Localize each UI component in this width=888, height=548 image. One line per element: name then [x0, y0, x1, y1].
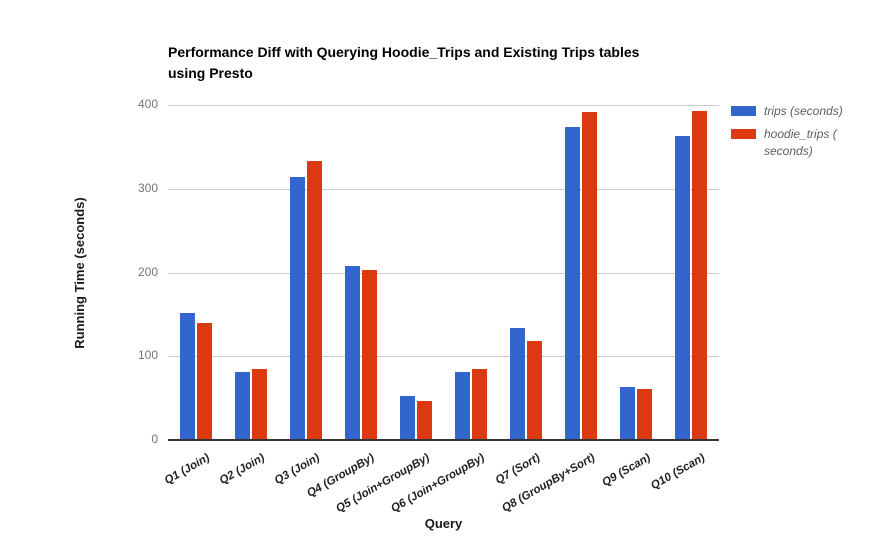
x-tick-label: Q5 (Join+GroupBy)	[334, 451, 432, 516]
bar-hoodie-trips	[361, 269, 377, 439]
chart-title: Performance Diff with Querying Hoodie_Tr…	[168, 42, 639, 84]
y-axis-title: Running Time (seconds)	[72, 197, 87, 349]
bar-hoodie-trips	[196, 323, 212, 439]
plot-area	[168, 105, 719, 441]
x-tick-label: Q10 (Scan)	[649, 451, 708, 493]
legend-swatch	[731, 106, 756, 116]
legend-item: hoodie_trips ( seconds)	[731, 126, 881, 160]
legend: trips (seconds) hoodie_trips ( seconds)	[731, 103, 881, 160]
bar-trips	[179, 313, 195, 439]
x-tick-label: Q9 (Scan)	[599, 451, 653, 490]
bar-trips	[455, 372, 471, 439]
bar-trips	[565, 127, 581, 439]
bar-trips	[234, 372, 250, 439]
x-tick-label: Q2 (Join)	[217, 451, 267, 488]
x-axis-line	[168, 439, 719, 441]
y-tick-label: 100	[137, 348, 158, 363]
chart-title-line1: Performance Diff with Querying Hoodie_Tr…	[168, 44, 640, 60]
legend-label: trips (seconds)	[764, 104, 843, 118]
y-tick-label: 400	[137, 97, 158, 111]
y-tick-label: 300	[137, 180, 158, 195]
legend-swatch	[731, 129, 756, 139]
bar-trips	[675, 135, 691, 439]
bar-hoodie-trips	[251, 368, 267, 439]
x-tick-label: Q6 (Join+GroupBy)	[389, 451, 488, 516]
bar-hoodie-trips	[306, 160, 322, 439]
bar-trips	[510, 328, 526, 439]
x-tick-label: Q8 (GroupBy+Sort)	[500, 451, 598, 515]
y-tick-label: 200	[137, 264, 158, 279]
chart-title-line2: using Presto	[168, 65, 253, 81]
x-tick-label: Q3 (Join)	[272, 451, 322, 488]
bar-trips	[289, 176, 305, 439]
bar-hoodie-trips	[416, 401, 432, 439]
bar-hoodie-trips	[472, 368, 488, 439]
legend-label: hoodie_trips ( seconds)	[764, 127, 837, 158]
gridline	[168, 356, 719, 358]
bar-hoodie-trips	[692, 110, 708, 439]
bar-hoodie-trips	[527, 341, 543, 439]
bar-trips	[344, 265, 360, 439]
gridline	[168, 105, 719, 106]
bar-trips	[620, 387, 636, 439]
bar-hoodie-trips	[582, 111, 598, 439]
x-tick-label: Q1 (Join)	[162, 451, 212, 488]
y-tick-label: 0	[151, 432, 158, 446]
gridline	[168, 272, 719, 274]
bar-hoodie-trips	[637, 388, 653, 439]
gridline	[168, 188, 719, 190]
bar-trips	[399, 396, 415, 439]
x-axis-title: Query	[424, 516, 463, 531]
x-tick-label: Q7 (Sort)	[493, 451, 543, 487]
legend-item: trips (seconds)	[731, 103, 881, 120]
